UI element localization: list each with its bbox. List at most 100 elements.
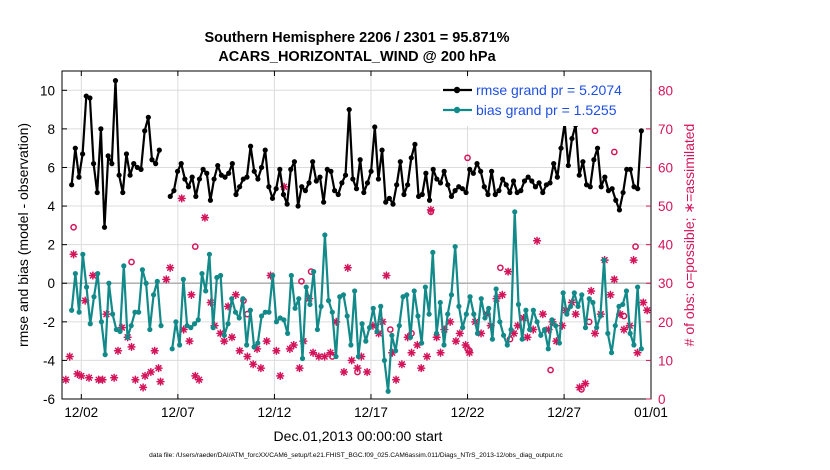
obs-assimilated-marker [77,371,86,380]
bias-point [608,350,615,356]
rmse-point [138,166,144,172]
bias-point [191,321,198,327]
rmse-point [255,176,261,182]
obs-assimilated-marker [154,363,163,373]
bias-point [594,325,600,331]
bias-point [635,284,641,290]
rmse-point [478,168,484,174]
bias-point [117,328,123,335]
obs-assimilated-marker [503,267,513,276]
obs-assimilated-marker [156,377,165,386]
rmse-point [481,184,487,190]
obs-assimilated-marker [586,286,596,296]
bias-point [281,317,287,323]
x-tick-label: 12/12 [258,405,292,420]
bias-point [244,342,250,348]
rmse-point [576,172,582,178]
bias-point [452,243,458,250]
bias-point [571,290,577,296]
y-tick-label-left: 4 [47,199,55,214]
rmse-point [131,161,137,167]
rmse-point [116,172,122,178]
rmse-point [299,184,305,190]
bias-point [422,284,428,290]
rmse-point [288,166,294,172]
obs-possible-marker [610,148,618,156]
rmse-point [302,188,308,194]
obs-assimilated-marker [581,379,590,388]
bias-point [139,267,146,273]
rmse-point [182,176,188,182]
bias-point [545,346,551,352]
rmse-point [331,188,338,194]
bias-point [426,311,432,317]
rmse-point [357,157,363,163]
obs-assimilated-marker [326,348,335,357]
bias-point [299,355,306,362]
rmse-point [313,178,319,184]
bias-point [136,309,142,315]
bias-point [106,280,112,286]
rmse-point [262,147,268,153]
bias-point [467,294,473,300]
legend-rmse-label: rmse grand pr = 5.2074 [476,82,622,98]
obs-assimilated-marker [88,271,98,280]
bias-point [456,303,462,309]
rmse-point [98,126,104,132]
obs-assimilated-marker [187,290,196,299]
rmse-point [474,161,480,167]
bias-point [597,313,603,319]
rmse-point [372,124,378,130]
y-tick-label-right: 40 [658,238,673,253]
bias-point [296,296,302,302]
bias-point [638,346,644,352]
obs-assimilated-marker [362,367,372,377]
rmse-point [521,178,528,184]
bias-point [329,309,335,315]
rmse-point [247,143,254,149]
bias-point [590,299,596,306]
obs-assimilated-marker [131,375,140,384]
rmse-point [445,182,451,188]
bias-point [612,323,618,329]
rmse-point [273,186,279,192]
rmse-point [616,207,623,213]
rmse-point [448,193,455,200]
y-tick-label-right: 30 [658,276,673,291]
bias-point [515,301,522,308]
rmse-point [441,168,447,174]
obs-assimilated-marker [194,375,204,384]
bias-point [508,326,514,333]
obs-assimilated-marker [243,352,252,361]
rmse-point [207,197,214,203]
legend-bias-marker [453,106,461,114]
y-tick-label-right: 20 [658,315,673,330]
rmse-point [554,174,560,180]
obs-assimilated-marker [532,236,542,245]
bias-point [355,353,361,360]
rmse-point [149,157,155,163]
bias-point [203,288,209,294]
bias-point [579,292,585,298]
rmse-point [123,151,130,157]
obs-assimilated-marker [523,333,532,342]
bias-point [121,263,127,269]
obs-assimilated-marker [320,352,329,361]
bias-point [240,296,246,302]
rmse-point [174,168,181,174]
y-tick-label-left: -6 [43,392,55,407]
bias-point [553,323,559,329]
rmse-point [401,191,407,198]
bias-point [98,319,105,325]
bias-point [102,352,108,358]
x-tick-label: 12/22 [451,405,485,420]
bias-point [169,346,175,352]
rmse-point [350,176,356,182]
rmse-point [145,114,151,120]
obs-assimilated-marker [69,250,78,259]
bias-point [87,321,93,327]
rmse-point [310,159,316,165]
plot-frame [61,70,652,400]
bias-point [95,270,101,277]
bias-point [500,332,507,338]
